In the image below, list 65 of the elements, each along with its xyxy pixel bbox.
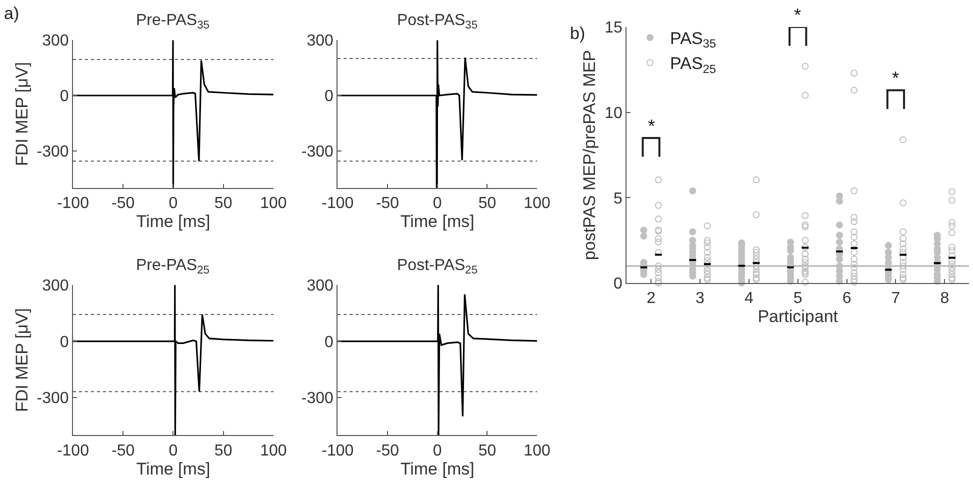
x-tick-label: 50: [214, 442, 232, 460]
x-tick-label: 0: [168, 442, 178, 460]
line-series: [72, 40, 274, 188]
text: *: [794, 5, 802, 25]
y-axis-title: postPAS MEP/prePAS MEP: [580, 50, 600, 260]
y-tick-label: 0: [324, 88, 334, 106]
chart-title: Post-PAS$_{25}$: [397, 257, 478, 276]
y-tick-label: 300: [42, 32, 69, 50]
legend-label: PAS$_{35}$: [670, 29, 716, 51]
x-tick-label: -50: [112, 195, 135, 212]
y-tick-label: 300: [306, 278, 334, 295]
x-tick-label: 4: [744, 290, 754, 308]
x-axis-title: Time [ms]: [136, 212, 210, 232]
y-tick-label: 15: [604, 20, 623, 37]
x-tick-label: -50: [112, 442, 135, 460]
x-tick-label: 3: [696, 290, 705, 308]
x-tick-label: 6: [842, 290, 852, 308]
chart-title: Post-PAS$_{35}$: [397, 12, 478, 32]
x-tick-label: -50: [376, 442, 400, 460]
legend-label: PAS$_{25}$: [670, 54, 716, 76]
y-tick-label: 0: [60, 88, 69, 106]
y-axis-title: FDI MEP [μV]: [12, 62, 32, 166]
x-tick-label: 0: [432, 195, 442, 212]
x-tick-label: 100: [260, 442, 287, 460]
x-tick-label: 100: [524, 195, 551, 212]
x-tick-label: -100: [322, 195, 354, 212]
y-tick-label: -300: [36, 144, 69, 161]
y-axis-title: FDI MEP [μV]: [12, 308, 32, 412]
annotation: *: [892, 68, 900, 88]
text: a): [4, 4, 20, 23]
y-tick-label: -300: [301, 390, 334, 408]
y-tick-label: 300: [306, 32, 334, 50]
x-tick-label: 7: [891, 290, 900, 308]
chart-title: Pre-PAS$_{25}$: [136, 257, 210, 276]
x-tick-label: 5: [793, 290, 802, 308]
x-tick-label: -50: [376, 195, 400, 212]
x-axis-title: Time [ms]: [400, 212, 474, 232]
y-tick-label: 300: [42, 278, 69, 295]
x-tick-label: 50: [478, 195, 496, 212]
x-tick-label: 0: [432, 442, 442, 460]
x-tick-label: 2: [646, 290, 656, 308]
x-tick-label: 100: [260, 195, 287, 212]
x-tick-label: 50: [478, 442, 496, 460]
x-tick-label: 50: [214, 195, 232, 212]
line-series: [338, 40, 538, 188]
y-tick-label: 0: [614, 276, 623, 293]
x-axis-title: Time [ms]: [400, 459, 474, 478]
x-tick-label: 0: [168, 195, 178, 212]
x-tick-label: 8: [940, 290, 950, 308]
y-tick-label: -300: [36, 390, 69, 408]
x-tick-label: -100: [322, 442, 354, 460]
x-tick-label: -100: [56, 442, 90, 460]
y-tick-label: -300: [301, 144, 334, 161]
line-series: [72, 284, 274, 436]
y-tick-label: 10: [604, 104, 623, 122]
line-series: [338, 284, 538, 436]
y-tick-label: 0: [324, 334, 334, 351]
x-axis-title: Participant: [758, 307, 838, 326]
y-tick-label: 0: [60, 334, 69, 351]
x-axis-title: Time [ms]: [136, 459, 210, 478]
text: b): [570, 24, 586, 43]
x-tick-label: -100: [56, 195, 90, 212]
annotation: *: [648, 116, 656, 136]
x-tick-label: 100: [524, 442, 551, 460]
chart-title: Pre-PAS$_{35}$: [136, 12, 210, 32]
